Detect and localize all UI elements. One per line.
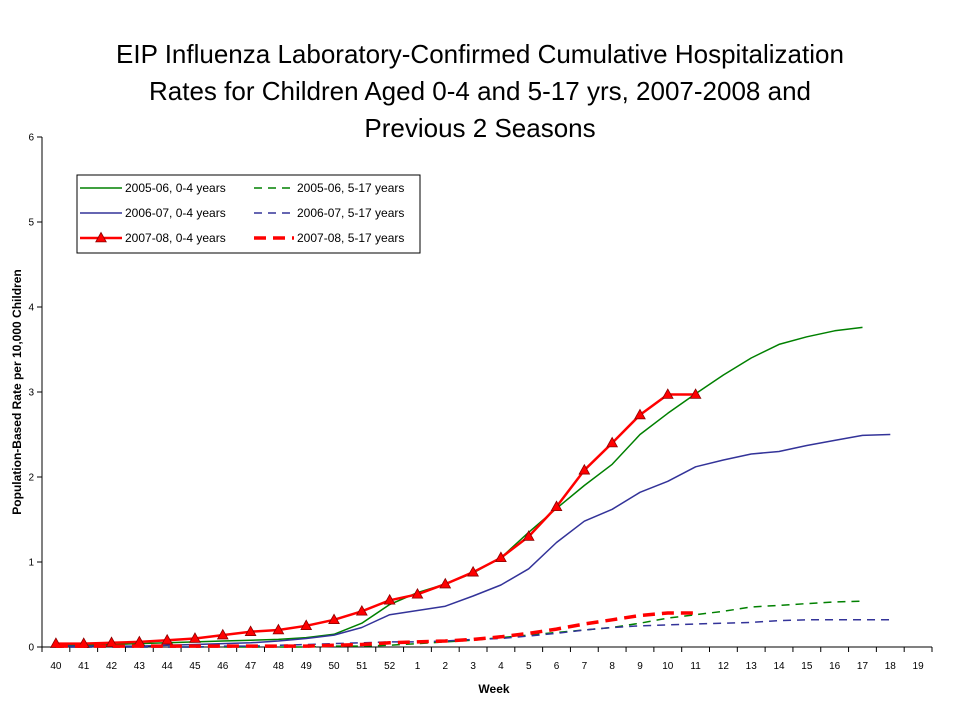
data-point-marker <box>606 436 619 448</box>
x-axis-title: Week <box>478 682 509 696</box>
series-line <box>55 326 863 647</box>
legend-entry-label: 2005-06, 5-17 years <box>297 181 404 195</box>
data-point-marker <box>328 613 340 625</box>
series-line <box>55 393 696 645</box>
series-line <box>55 611 696 648</box>
x-tick-label: 51 <box>356 661 368 672</box>
legend-entry-label: 2006-07, 0-4 years <box>125 206 226 220</box>
data-point-marker <box>578 463 591 475</box>
y-tick-label: 5 <box>28 218 34 229</box>
data-point-marker <box>272 623 285 635</box>
chart-title-line-3: Previous 2 Seasons <box>364 113 596 143</box>
y-axis-title: Population-Based Rate per 10,000 Childre… <box>10 269 24 514</box>
x-tick-label: 16 <box>829 661 841 672</box>
x-tick-label: 1 <box>415 661 421 672</box>
data-point-marker <box>467 565 480 577</box>
chart-series <box>49 326 891 648</box>
legend-entry-label: 2007-08, 5-17 years <box>297 231 404 245</box>
x-tick-label: 10 <box>662 661 674 672</box>
x-tick-label: 8 <box>609 661 615 672</box>
y-tick-label: 6 <box>28 133 34 144</box>
data-point-marker <box>189 632 201 643</box>
legend-entry-label: 2007-08, 0-4 years <box>125 231 226 245</box>
x-tick-label: 19 <box>913 661 925 672</box>
x-tick-label: 4 <box>498 661 504 672</box>
data-point-marker <box>494 551 507 562</box>
legend-entry-label: 2006-07, 5-17 years <box>297 206 404 220</box>
x-tick-label: 18 <box>885 661 897 672</box>
x-tick-label: 5 <box>526 661 532 672</box>
x-tick-label: 49 <box>301 661 313 672</box>
x-tick-label: 52 <box>384 661 396 672</box>
data-point-marker <box>661 388 674 399</box>
x-tick-label: 6 <box>554 661 560 672</box>
y-tick-label: 2 <box>28 473 34 484</box>
data-point-marker <box>522 530 535 541</box>
chart-title-line-1: EIP Influenza Laboratory-Confirmed Cumul… <box>116 39 844 69</box>
x-tick-label: 44 <box>162 661 174 672</box>
x-tick-label: 7 <box>582 661 588 672</box>
data-point-marker <box>550 500 563 511</box>
x-tick-label: 12 <box>718 661 730 672</box>
y-tick-label: 4 <box>28 303 34 314</box>
x-tick-label: 40 <box>50 661 62 672</box>
data-point-marker <box>383 593 396 605</box>
x-tick-label: 13 <box>746 661 758 672</box>
y-tick-label: 0 <box>28 643 34 654</box>
chart-title-line-2: Rates for Children Aged 0-4 and 5-17 yrs… <box>149 76 811 106</box>
data-point-marker <box>689 388 702 399</box>
data-point-marker <box>105 636 118 647</box>
series-line <box>55 600 863 648</box>
data-point-marker <box>244 625 257 636</box>
x-tick-label: 3 <box>470 661 476 672</box>
x-tick-label: 15 <box>801 661 813 672</box>
data-point-marker <box>634 408 646 420</box>
x-tick-label: 14 <box>773 661 785 672</box>
x-tick-label: 50 <box>328 661 340 672</box>
x-tick-label: 43 <box>134 661 146 672</box>
x-tick-label: 9 <box>637 661 643 672</box>
legend-entry-label: 2005-06, 0-4 years <box>125 181 226 195</box>
y-tick-label: 3 <box>28 388 34 399</box>
data-point-marker <box>300 619 313 630</box>
series-line <box>55 433 891 647</box>
data-point-marker <box>411 587 424 599</box>
x-tick-label: 11 <box>690 661 701 672</box>
x-tick-label: 17 <box>857 661 869 672</box>
legend-box <box>76 174 421 254</box>
chart-title: EIP Influenza Laboratory-Confirmed Cumul… <box>0 36 960 147</box>
data-point-marker <box>355 604 368 616</box>
y-tick-label: 1 <box>28 558 34 569</box>
legend-marker-sample <box>95 231 107 243</box>
x-tick-label: 48 <box>273 661 285 672</box>
x-tick-label: 46 <box>217 661 229 672</box>
data-point-marker <box>439 577 452 589</box>
chart-legend: 2005-06, 0-4 years 2005-06, 5-17 years 200… <box>76 174 421 254</box>
x-tick-label: 42 <box>106 661 118 672</box>
data-point-marker <box>216 628 229 640</box>
x-tick-label: 41 <box>78 661 90 672</box>
x-tick-label: 2 <box>443 661 449 672</box>
x-tick-label: 45 <box>189 661 201 672</box>
x-tick-label: 47 <box>245 661 257 672</box>
data-point-marker <box>161 633 174 645</box>
